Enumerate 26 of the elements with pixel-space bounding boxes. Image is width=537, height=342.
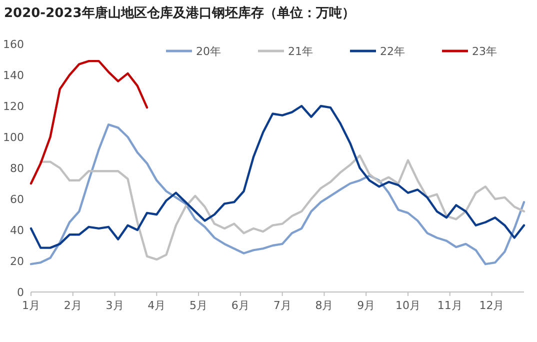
x-tick-label: 3月	[106, 299, 124, 312]
y-tick-label: 160	[3, 38, 24, 51]
x-tick-label: 12月	[479, 299, 504, 312]
legend-label: 23年	[472, 45, 497, 58]
y-tick-label: 40	[10, 224, 24, 237]
y-tick-label: 80	[10, 162, 24, 175]
legend-label: 20年	[196, 45, 221, 58]
legend-label: 21年	[288, 45, 313, 58]
y-tick-label: 0	[17, 286, 24, 299]
y-tick-label: 140	[3, 69, 24, 82]
x-tick-label: 10月	[395, 299, 420, 312]
y-tick-label: 20	[10, 255, 24, 268]
y-tick-label: 120	[3, 100, 24, 113]
legend-label: 22年	[380, 45, 405, 58]
title: 2020-2023年唐山地区仓库及港口钢坯库存（单位：万吨）	[4, 6, 355, 21]
x-tick-label: 4月	[148, 299, 166, 312]
y-tick-label: 100	[3, 131, 24, 144]
x-tick-label: 5月	[190, 299, 208, 312]
x-tick-label: 1月	[22, 299, 40, 312]
y-tick-label: 60	[10, 193, 24, 206]
x-tick-label: 11月	[437, 299, 462, 312]
x-tick-label: 8月	[315, 299, 334, 312]
x-tick-label: 6月	[231, 299, 250, 312]
x-tick-label: 2月	[64, 299, 82, 312]
x-tick-label: 7月	[273, 299, 292, 312]
x-tick-label: 9月	[357, 299, 376, 312]
